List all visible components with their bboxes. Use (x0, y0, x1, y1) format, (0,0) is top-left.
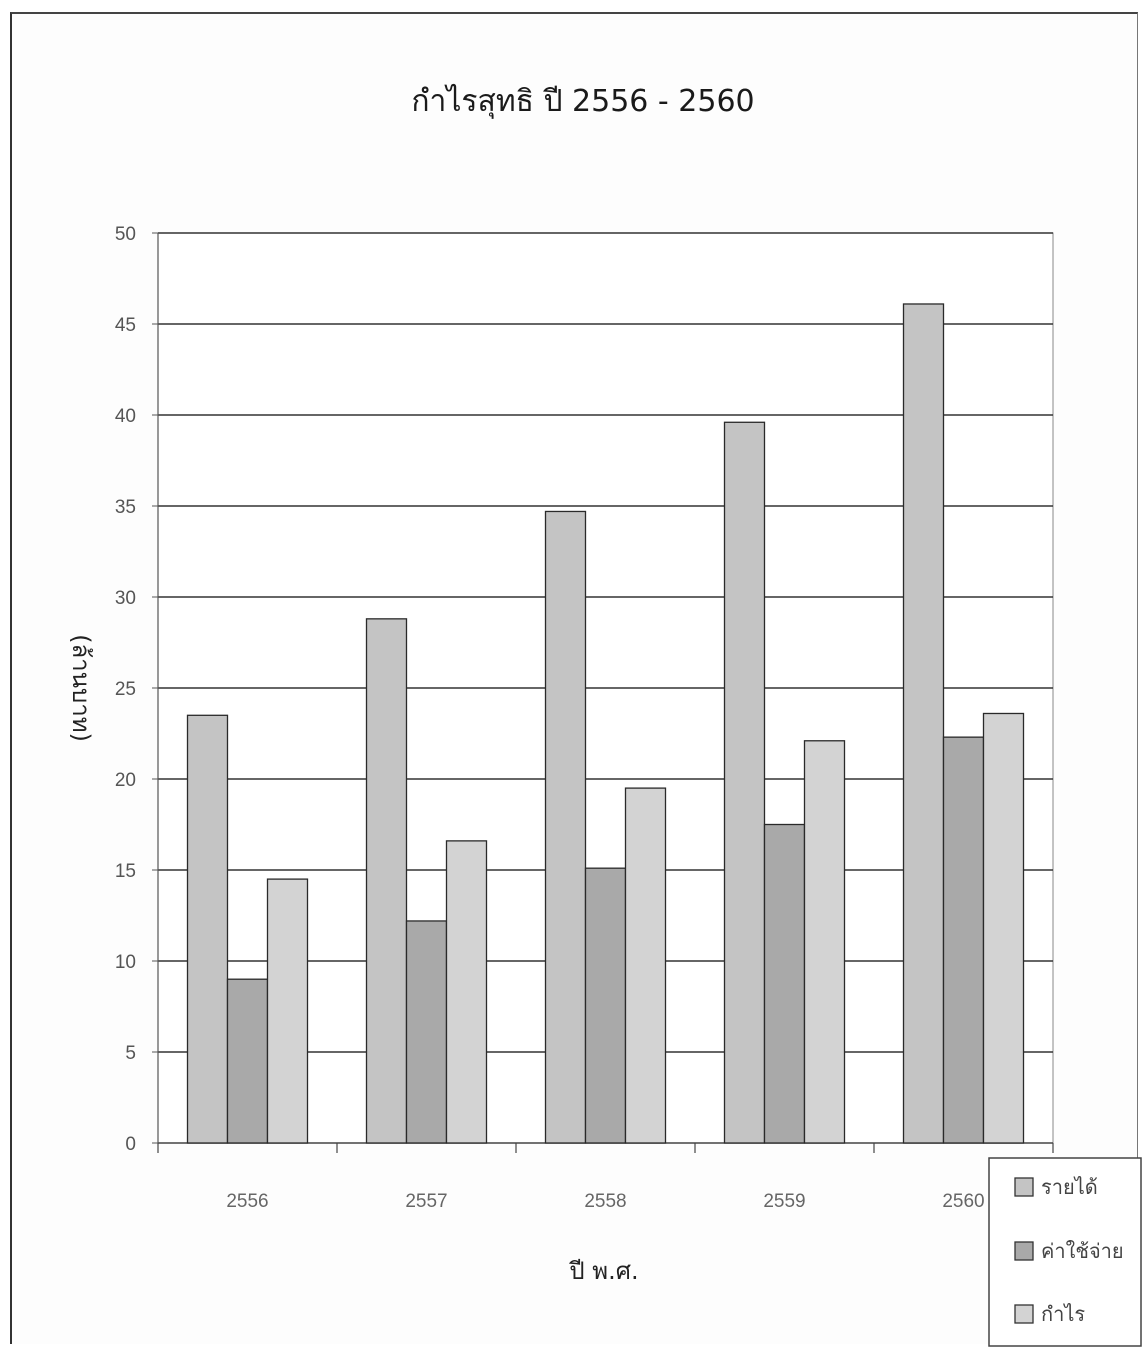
legend-swatch (1014, 1177, 1034, 1197)
plot-area: 0 5 10 15 20 25 30 35 40 45 50 2556 2557 2558 2559 256… (115, 224, 1054, 1212)
y-axis-title: (ล้านบาท) (67, 634, 95, 742)
bar (584, 867, 627, 1144)
x-tick-label: 2558 (584, 1191, 626, 1212)
bar (982, 712, 1025, 1144)
legend-swatch (1014, 1304, 1034, 1324)
y-tick-label: 15 (115, 861, 136, 882)
legend-swatch (1014, 1241, 1034, 1261)
y-tick-label: 45 (115, 315, 136, 336)
y-tick-label: 10 (115, 952, 136, 973)
y-tick-label: 30 (115, 588, 136, 609)
bar (624, 787, 667, 1144)
x-tick-label: 2560 (942, 1191, 984, 1212)
legend: รายได้ค่าใช้จ่ายกำไร (988, 1157, 1142, 1347)
y-tick-label: 0 (125, 1134, 136, 1155)
bar (365, 618, 408, 1144)
x-tick-label: 2559 (763, 1191, 805, 1212)
y-tick-label: 40 (115, 406, 136, 427)
x-tick-label: 2557 (405, 1191, 447, 1212)
legend-box (988, 1157, 1142, 1347)
bar (942, 736, 985, 1144)
bar (803, 740, 846, 1144)
bar (902, 303, 945, 1144)
x-tick-label: 2556 (226, 1191, 268, 1212)
bar (445, 840, 488, 1144)
chart-title: กำไรสุทธิ ปี 2556 - 2560 (411, 83, 754, 120)
bars (186, 303, 1025, 1144)
bar (405, 920, 448, 1144)
bar (186, 714, 229, 1144)
bar (544, 510, 587, 1144)
x-axis-ticks: 2556 2557 2558 2559 2560 (157, 1143, 1054, 1212)
bar (763, 823, 806, 1144)
bar (723, 421, 766, 1144)
y-axis-ticks: 0 5 10 15 20 25 30 35 40 45 50 (115, 224, 159, 1155)
y-tick-label: 50 (115, 224, 136, 245)
y-tick-label: 5 (125, 1043, 136, 1064)
y-tick-label: 20 (115, 770, 136, 791)
legend-label: รายได้ (1041, 1175, 1098, 1199)
bar (266, 878, 309, 1144)
legend-label: กำไร (1041, 1302, 1085, 1326)
y-tick-label: 25 (115, 679, 136, 700)
y-tick-label: 35 (115, 497, 136, 518)
legend-label: ค่าใช้จ่าย (1041, 1239, 1124, 1263)
bar (226, 978, 269, 1144)
x-axis-title: ปี พ.ศ. (568, 1257, 638, 1285)
